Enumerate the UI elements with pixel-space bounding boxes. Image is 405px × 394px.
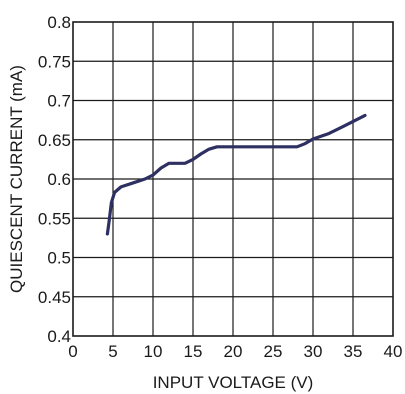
x-tick-label: 35 xyxy=(344,342,363,361)
x-tick-label: 30 xyxy=(304,342,323,361)
x-tick-label: 0 xyxy=(68,342,77,361)
y-tick-label: 0.75 xyxy=(38,52,71,71)
y-axis-ticks: 0.4 0.45 0.5 0.55 0.6 0.65 0.7 0.75 0.8 xyxy=(38,13,71,346)
y-tick-label: 0.55 xyxy=(38,209,71,228)
series-layer xyxy=(105,113,367,236)
x-tick-label: 20 xyxy=(224,342,243,361)
grid xyxy=(73,22,393,336)
x-tick-label: 25 xyxy=(264,342,283,361)
y-tick-label: 0.6 xyxy=(47,170,71,189)
plot-frame xyxy=(72,21,394,337)
y-tick-label: 0.45 xyxy=(38,288,71,307)
series-line-0 xyxy=(105,113,367,236)
y-tick-label: 0.65 xyxy=(38,131,71,150)
y-axis-title: QUIESCENT CURRENT (mA) xyxy=(7,65,26,293)
x-tick-label: 10 xyxy=(144,342,163,361)
x-axis-title: INPUT VOLTAGE (V) xyxy=(153,373,314,392)
x-tick-label: 15 xyxy=(184,342,203,361)
x-tick-label: 5 xyxy=(108,342,117,361)
y-tick-label: 0.8 xyxy=(47,13,71,32)
x-axis-ticks: 0 5 10 15 20 25 30 35 40 xyxy=(68,342,402,361)
x-tick-label: 40 xyxy=(384,342,403,361)
y-tick-label: 0.5 xyxy=(47,249,71,268)
y-tick-label: 0.4 xyxy=(47,327,71,346)
y-tick-label: 0.7 xyxy=(47,92,71,111)
